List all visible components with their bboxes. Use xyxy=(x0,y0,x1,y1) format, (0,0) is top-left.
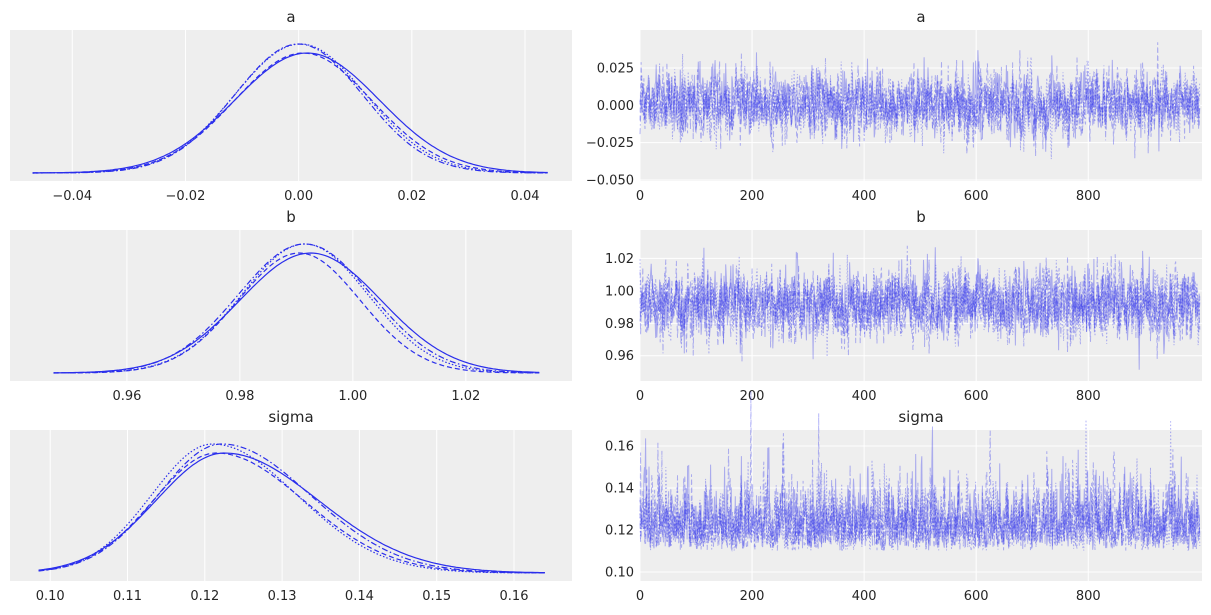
kde-curve-chain-1 xyxy=(32,43,548,174)
x-tick-label: −0.04 xyxy=(52,189,92,204)
y-tick-label: 0.000 xyxy=(597,99,634,114)
trace-line-chain-3 xyxy=(639,245,1201,362)
trace-line-chain-2 xyxy=(639,391,1201,551)
trace-line-chain-2 xyxy=(639,42,1201,159)
x-tick-label: 1.00 xyxy=(338,389,367,404)
y-tick-label: 1.02 xyxy=(605,252,634,267)
x-tick-label: 0.10 xyxy=(36,589,65,604)
y-tick-label: 0.16 xyxy=(605,439,634,454)
x-tick-label: 400 xyxy=(852,389,877,404)
plot-area xyxy=(640,430,1202,581)
x-tick-label: 0.00 xyxy=(284,189,313,204)
x-tick-label: 600 xyxy=(964,189,989,204)
kde-curve-chain-3 xyxy=(53,243,540,374)
plot-area xyxy=(10,430,572,581)
x-tick-label: 800 xyxy=(1076,189,1101,204)
x-tick-label: 400 xyxy=(852,589,877,604)
x-tick-label: 200 xyxy=(740,389,765,404)
x-tick-label: 0 xyxy=(636,389,644,404)
trace-panel-sigma: sigma 0 200 400 600 800 0.10 0.12 0.14 0.16 xyxy=(605,391,1202,604)
x-tick-label: 0.96 xyxy=(112,389,141,404)
plot-area xyxy=(10,30,572,181)
x-tick-label: 0.12 xyxy=(190,589,219,604)
x-tick-label: 0.15 xyxy=(422,589,451,604)
y-tick-label: −0.025 xyxy=(586,136,634,151)
y-tick-label: 0.10 xyxy=(605,565,634,580)
x-tick-label: 0 xyxy=(636,189,644,204)
trace-line-chain-1 xyxy=(639,254,1201,357)
kde-panel-a: a −0.04 −0.02 0.00 0.02 0.04 xyxy=(10,8,572,204)
kde-curve-chain-2 xyxy=(53,252,540,374)
x-tick-label: 0.98 xyxy=(225,389,254,404)
panel-title: b xyxy=(916,208,926,226)
trace-line-chain-0 xyxy=(639,247,1201,370)
x-tick-label: 0 xyxy=(636,589,644,604)
x-tick-label: 0.16 xyxy=(500,589,529,604)
y-tick-label: −0.050 xyxy=(586,173,634,188)
trace-line-chain-3 xyxy=(639,53,1201,154)
x-tick-label: 0.13 xyxy=(268,589,297,604)
y-tick-label: 0.025 xyxy=(597,62,634,77)
trace-panel-b: b 0 200 400 600 800 0.96 0.98 1.00 1.02 xyxy=(605,208,1202,404)
x-tick-label: 200 xyxy=(740,189,765,204)
kde-curve-chain-2 xyxy=(38,452,545,574)
y-tick-label: 0.98 xyxy=(605,317,634,332)
y-tick-label: 0.14 xyxy=(605,481,634,496)
x-tick-label: 400 xyxy=(852,189,877,204)
kde-curve-chain-2 xyxy=(32,52,548,174)
kde-curve-chain-0 xyxy=(53,252,540,374)
x-tick-label: 800 xyxy=(1076,589,1101,604)
x-tick-label: 600 xyxy=(964,389,989,404)
panel-title: sigma xyxy=(898,408,943,426)
panel-title: sigma xyxy=(268,408,313,426)
x-tick-label: 1.02 xyxy=(451,389,480,404)
trace-panel-a: a 0 200 400 600 800 −0.050 −0.025 0.000 0.025 xyxy=(586,8,1202,204)
x-tick-label: 0.04 xyxy=(511,189,540,204)
x-tick-label: 0.02 xyxy=(397,189,426,204)
y-tick-label: 0.12 xyxy=(605,523,634,538)
panel-title: b xyxy=(286,208,296,226)
y-tick-label: 1.00 xyxy=(605,284,634,299)
kde-curve-chain-3 xyxy=(32,43,548,174)
x-tick-label: 0.14 xyxy=(345,589,374,604)
kde-curve-chain-0 xyxy=(32,52,548,174)
x-tick-label: 200 xyxy=(740,589,765,604)
plot-area xyxy=(10,230,572,381)
kde-panel-sigma: sigma 0.10 0.11 0.12 0.13 0.14 0.15 0.16 xyxy=(10,408,572,604)
y-tick-label: 0.96 xyxy=(605,349,634,364)
panel-title: a xyxy=(286,8,295,26)
x-tick-label: 600 xyxy=(964,589,989,604)
trace-line-chain-0 xyxy=(639,426,1201,551)
trace-line-chain-0 xyxy=(639,50,1201,152)
kde-panel-b: b 0.96 0.98 1.00 1.02 xyxy=(10,208,572,404)
panel-title: a xyxy=(916,8,925,26)
trace-line-chain-3 xyxy=(639,430,1201,552)
trace-line-chain-1 xyxy=(639,53,1201,160)
x-tick-label: −0.02 xyxy=(166,189,206,204)
x-tick-label: 0.11 xyxy=(113,589,142,604)
trace-line-chain-2 xyxy=(639,256,1201,359)
kde-curve-chain-0 xyxy=(38,452,545,574)
x-tick-label: 800 xyxy=(1076,389,1101,404)
